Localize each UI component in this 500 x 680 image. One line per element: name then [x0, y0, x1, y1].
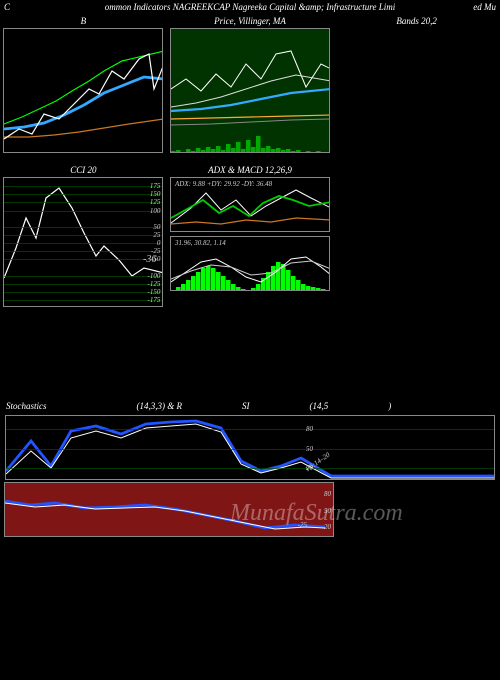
- panel-cci-title: CCI 20: [2, 165, 165, 175]
- panel-cci: 17515012510050250-25-50-100-125-150-175-…: [3, 177, 163, 307]
- page-header: C ommon Indicators NAGREEKCAP Nagreeka C…: [0, 0, 500, 14]
- header-center: ommon Indicators NAGREEKCAP Nagreeka Cap…: [105, 2, 395, 12]
- header-right: ed Mu: [473, 2, 496, 12]
- stoch-label-2: (14,3,3) & R: [137, 401, 183, 411]
- panel-b: [3, 28, 163, 153]
- row-2: CCI 20 17515012510050250-25-50-100-125-1…: [0, 163, 500, 309]
- stoch-label-3: SI: [242, 401, 250, 411]
- panel-adx: ADX: 9.88 +DY: 29.92 -DY: 36.48: [170, 177, 330, 232]
- panel-price-title: Price, Villinger, MA: [169, 16, 332, 26]
- panel-bands-title: Bands 20,2: [335, 16, 498, 26]
- header-left: C: [4, 2, 10, 12]
- stochastics-header: Stochastics (14,3,3) & R SI (14,5 ): [0, 399, 500, 413]
- panel-macd: 31.96, 30.82, 1.14: [170, 236, 330, 291]
- stoch-label-1: Stochastics: [6, 401, 47, 411]
- panel-price: [170, 28, 330, 153]
- panel-b-title: B: [2, 16, 165, 26]
- stoch-label-4: (14,5: [310, 401, 329, 411]
- panel-stochastics: 805020PS:14–20: [5, 415, 495, 480]
- stoch-label-5: ): [388, 401, 391, 411]
- panel-adx-macd-title: ADX & MACD 12,26,9: [169, 165, 332, 175]
- row-1: B Price, Villinger, MA Bands 20,2: [0, 14, 500, 155]
- watermark: MunafaSutra.com: [230, 500, 403, 527]
